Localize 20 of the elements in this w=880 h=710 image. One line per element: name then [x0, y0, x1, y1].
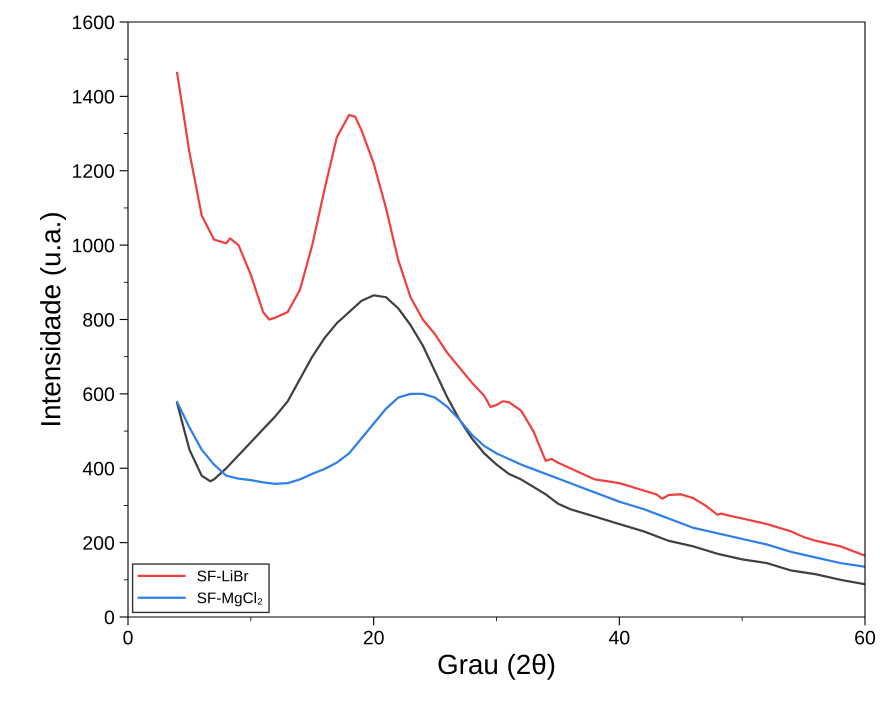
x-tick-label: 0 [123, 630, 133, 644]
line-series [176, 72, 865, 557]
y-tick-label: 1400 [73, 90, 114, 104]
y-tick-label: 1600 [73, 15, 114, 30]
y-tick-label: 600 [83, 387, 114, 402]
line-series [176, 294, 865, 586]
x-axis-title: Grau (2θ) [438, 654, 554, 680]
legend-label: SF-MgCl₂ [197, 592, 262, 606]
x-tick-label: 40 [608, 630, 630, 644]
line-series [176, 392, 865, 568]
y-tick-label: 800 [83, 312, 114, 327]
y-tick-label: 0 [104, 610, 114, 624]
x-tick-label: 20 [364, 630, 384, 644]
y-tick-label: 1200 [73, 164, 114, 178]
x-tick-label: 60 [855, 630, 876, 644]
y-axis-title: Intensidade (u.a.) [40, 213, 66, 426]
legend-label: SF-LiBr [197, 570, 248, 582]
y-tick-label: 1000 [73, 238, 114, 252]
y-tick-label: 400 [82, 462, 114, 476]
y-tick-label: 200 [83, 536, 114, 550]
